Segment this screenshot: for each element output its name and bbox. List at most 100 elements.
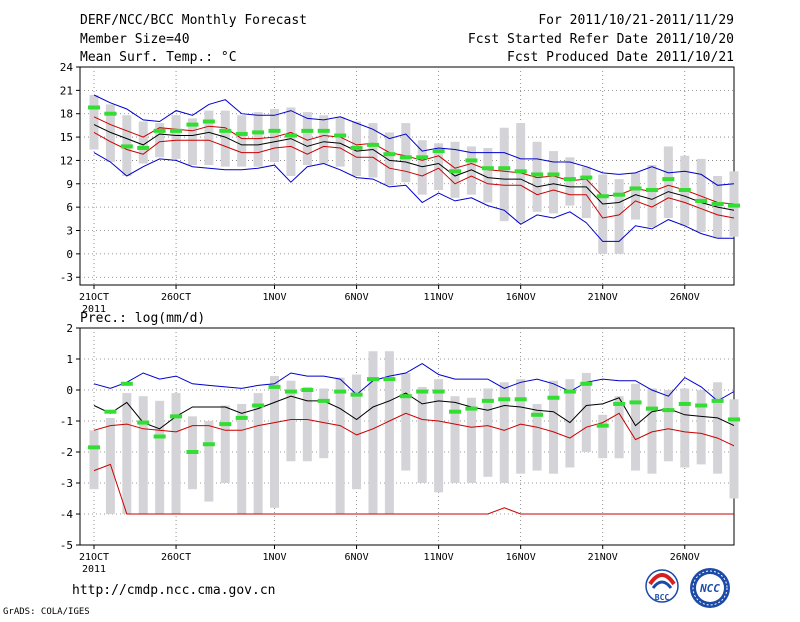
median-mark-day-19 [383, 377, 396, 382]
median-mark-day-24 [465, 158, 478, 163]
upper-spread-line [93, 116, 735, 205]
median-mark-day-4 [137, 420, 150, 425]
median-mark-day-14 [301, 388, 314, 392]
ensemble-box-day-31 [581, 372, 591, 452]
min-line [93, 412, 735, 447]
ensemble-box-day-7 [187, 118, 197, 166]
min-extreme-line [93, 463, 734, 515]
grads-credit: GrADS: COLA/IGES [3, 607, 90, 617]
ensemble-box-day-18 [368, 123, 378, 178]
ensemble-box-day-22 [434, 143, 444, 191]
ensemble-box-day-29 [548, 380, 558, 474]
median-mark-day-27 [514, 169, 527, 174]
ensemble-box-day-39 [713, 382, 723, 474]
x-tick-label: 21NOV [588, 292, 618, 303]
ensemble-box-day-13 [286, 380, 296, 462]
header-produced-date: Fcst Produced Date 2011/10/21 [507, 50, 734, 65]
x-tick-label: 1NOV [262, 292, 286, 303]
ensemble-box-day-8 [204, 421, 214, 502]
median-mark-day-39 [711, 398, 724, 403]
y-tick-label: 0 [66, 248, 73, 261]
y-tick-label: 18 [60, 108, 73, 121]
median-mark-day-8 [202, 119, 215, 124]
ensemble-box-day-2 [105, 104, 115, 162]
median-mark-day-26 [498, 397, 511, 402]
ensemble-box-day-16 [335, 116, 345, 167]
y-tick-label: 2 [66, 322, 73, 335]
median-mark-day-1 [88, 445, 100, 450]
ensemble-box-day-26 [499, 382, 509, 483]
ensemble-box-day-20 [401, 372, 411, 471]
ensemble-box-day-4 [138, 121, 148, 164]
median-mark-day-32 [596, 194, 609, 199]
median-mark-day-38 [695, 403, 708, 408]
x-tick-label: 11NOV [424, 292, 454, 303]
ensemble-box-day-13 [286, 107, 296, 176]
x-tick-label: 21NOV [588, 552, 618, 563]
median-mark-day-7 [186, 450, 199, 454]
x-year-label: 2011 [82, 304, 106, 315]
median-mark-day-25 [481, 166, 494, 171]
ensemble-box-day-1 [89, 95, 99, 150]
ensemble-box-day-9 [220, 405, 230, 483]
y-tick-label: -3 [60, 477, 73, 490]
y-tick-label: 21 [60, 84, 73, 97]
median-mark-day-13 [284, 133, 297, 138]
ensemble-box-day-33 [614, 179, 624, 254]
x-tick-label: 16NOV [506, 292, 536, 303]
median-mark-day-18 [366, 142, 379, 147]
ensemble-box-day-11 [253, 393, 263, 514]
y-tick-label: 9 [66, 178, 73, 191]
x-tick-label: 6NOV [345, 292, 369, 303]
precipitation-panel: -5 -4 -3 -2 -1 0 1 2 21OCT 26OCT 1NOV 6NOV 11NOV 16NO… [60, 322, 740, 575]
ensemble-box-day-21 [417, 140, 427, 195]
median-mark-day-18 [366, 377, 379, 382]
median-mark-day-21 [416, 389, 429, 394]
precip-panel-title: Prec.: log(mm/d) [80, 311, 205, 326]
y-tick-label: 6 [66, 201, 73, 214]
y-tick-label: -2 [60, 446, 73, 459]
ensemble-box-day-22 [434, 379, 444, 493]
median-mark-day-8 [202, 442, 215, 447]
ensemble-box-day-29 [548, 151, 558, 214]
ensemble-box-day-21 [417, 386, 427, 483]
ensemble-box-day-33 [614, 396, 624, 459]
median-mark-day-33 [613, 401, 626, 406]
median-mark-day-31 [580, 175, 593, 180]
ensemble-box-day-12 [270, 109, 280, 162]
y-tick-label: 15 [60, 131, 73, 144]
max-line [93, 94, 735, 186]
ensemble-box-day-14 [302, 386, 312, 462]
ensemble-box-day-37 [680, 388, 690, 468]
median-mark-day-21 [416, 155, 429, 160]
ensemble-box-day-20 [401, 123, 411, 183]
median-mark-day-9 [219, 422, 232, 427]
median-mark-day-37 [678, 401, 691, 406]
x-tick-label: 26OCT [161, 292, 191, 303]
median-mark-day-28 [531, 412, 544, 417]
ensemble-box-day-16 [335, 377, 345, 514]
x-tick-label: 11NOV [424, 552, 454, 563]
y-tick-label: -5 [60, 539, 73, 552]
ensemble-box-day-12 [270, 376, 280, 508]
header-forecast-period: For 2011/10/21-2011/11/29 [538, 13, 734, 28]
x-tick-label: 26NOV [670, 292, 700, 303]
ensemble-box-day-1 [89, 430, 99, 490]
median-mark-day-17 [350, 145, 363, 150]
median-mark-day-9 [219, 128, 232, 133]
ncc-logo-text: NCC [699, 582, 720, 595]
median-mark-day-22 [432, 389, 445, 394]
ensemble-box-day-24 [466, 397, 476, 483]
median-mark-day-14 [301, 128, 314, 133]
x-tick-label: 6NOV [345, 552, 369, 563]
median-mark-day-5 [153, 434, 166, 439]
median-mark-day-35 [645, 406, 658, 411]
ensemble-box-day-9 [220, 110, 230, 167]
ensemble-box-day-32 [598, 414, 608, 459]
ensemble-box-day-15 [319, 388, 329, 459]
median-mark-day-12 [268, 384, 281, 389]
median-mark-day-23 [449, 409, 462, 414]
x-tick-label: 26OCT [161, 552, 191, 563]
ensemble-box-day-6 [171, 115, 181, 159]
